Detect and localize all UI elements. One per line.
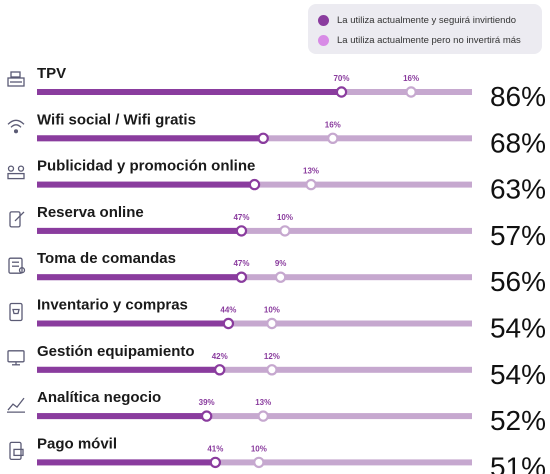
bar-track-toma-de-comandas <box>37 274 472 281</box>
value-label-no-mas-pago-movil: 10% <box>251 444 267 453</box>
mobile-payment-icon <box>9 441 24 461</box>
category-label-publicidad-y-promocion-online: Publicidad y promoción online <box>37 158 255 175</box>
category-label-toma-de-comandas: Toma de comandas <box>37 250 176 267</box>
value-label-seguira-toma-de-comandas: 47% <box>233 259 249 268</box>
category-label-reserva-online: Reserva online <box>37 204 144 221</box>
marker-total-analitica-negocio <box>257 410 269 422</box>
cash-register-icon <box>7 71 25 87</box>
value-label-no-mas-tpv: 16% <box>403 74 419 83</box>
value-label-no-mas-analitica-negocio: 13% <box>255 398 271 407</box>
total-label-toma-de-comandas: 56% <box>490 266 546 297</box>
marker-total-reserva-online <box>279 225 291 237</box>
marker-seguira-inventario-y-compras <box>222 317 235 330</box>
value-label-seguira-analitica-negocio: 39% <box>199 398 215 407</box>
bar-seguira-wifi-social-wifi-gratis <box>37 135 264 142</box>
total-label-inventario-y-compras: 54% <box>490 313 546 344</box>
megaphone-icon <box>7 165 25 180</box>
total-label-analitica-negocio: 52% <box>490 405 546 436</box>
marker-seguira-toma-de-comandas <box>235 271 248 283</box>
bar-seguira-analitica-negocio <box>37 413 207 420</box>
value-label-no-mas-inventario-y-compras: 10% <box>264 306 280 315</box>
total-label-wifi-social-wifi-gratis: 68% <box>490 127 546 158</box>
bar-track-inventario-y-compras <box>37 320 472 327</box>
bar-seguira-reserva-online <box>37 227 242 234</box>
value-label-no-mas-reserva-online: 10% <box>277 213 293 222</box>
marker-total-publicidad-y-promocion-online <box>305 178 317 191</box>
value-label-seguira-pago-movil: 41% <box>207 444 223 453</box>
value-label-no-mas-wifi-social-wifi-gratis: 16% <box>325 120 341 129</box>
bar-track-gestion-equipamiento <box>37 366 472 373</box>
value-label-no-mas-publicidad-y-promocion-online: 13% <box>303 167 319 176</box>
bar-track-analitica-negocio <box>37 413 472 420</box>
value-label-no-mas-gestion-equipamiento: 12% <box>264 352 280 361</box>
category-label-wifi-social-wifi-gratis: Wifi social / Wifi gratis <box>37 111 196 128</box>
marker-seguira-pago-movil <box>209 456 222 469</box>
legend: La utiliza actualmente y seguirá invirti… <box>308 4 542 54</box>
value-label-seguira-inventario-y-compras: 44% <box>220 306 236 315</box>
mobile-edit-icon <box>9 211 25 228</box>
value-label-no-mas-toma-de-comandas: 9% <box>275 259 287 268</box>
wifi-icon <box>7 119 25 134</box>
total-label-tpv: 86% <box>490 81 546 112</box>
bar-seguira-inventario-y-compras <box>37 320 229 327</box>
total-label-publicidad-y-promocion-online: 63% <box>490 174 546 205</box>
value-label-seguira-reserva-online: 47% <box>233 213 249 222</box>
category-label-analitica-negocio: Analítica negocio <box>37 389 161 406</box>
marker-total-pago-movil <box>253 456 265 469</box>
category-label-tpv: TPV <box>37 65 66 82</box>
legend-label-continue: La utiliza actualmente y seguirá invirti… <box>337 14 517 26</box>
marker-total-gestion-equipamiento <box>266 364 278 376</box>
marker-seguira-gestion-equipamiento <box>213 364 226 376</box>
total-label-gestion-equipamiento: 54% <box>490 359 546 390</box>
legend-label-not-more: La utiliza actualmente pero no invertirá… <box>337 34 521 46</box>
legend-dot-continue <box>318 14 329 26</box>
category-label-gestion-equipamiento: Gestión equipamiento <box>37 343 195 360</box>
marker-total-toma-de-comandas <box>274 271 287 283</box>
bar-seguira-gestion-equipamiento <box>37 366 220 373</box>
marker-seguira-wifi-social-wifi-gratis <box>257 132 269 144</box>
marker-seguira-tpv <box>335 86 348 98</box>
marker-total-tpv <box>405 86 417 98</box>
category-label-pago-movil: Pago móvil <box>37 435 117 452</box>
bar-seguira-pago-movil <box>37 459 216 466</box>
marker-seguira-publicidad-y-promocion-online <box>248 178 261 191</box>
marker-total-inventario-y-compras <box>266 317 278 330</box>
category-label-inventario-y-compras: Inventario y compras <box>37 297 188 314</box>
legend-dot-not-more <box>318 34 329 46</box>
marker-seguira-reserva-online <box>235 225 248 237</box>
analytics-chart-icon <box>7 397 25 413</box>
order-tablet-icon <box>8 257 26 274</box>
marker-total-wifi-social-wifi-gratis <box>327 132 339 144</box>
legend-item-not-more: La utiliza actualmente pero no invertirá… <box>318 30 542 50</box>
bar-seguira-publicidad-y-promocion-online <box>37 181 255 188</box>
total-label-reserva-online: 57% <box>490 220 546 251</box>
shopping-cart-mobile-icon <box>9 302 23 322</box>
bar-track-reserva-online <box>37 227 472 234</box>
bar-seguira-toma-de-comandas <box>37 274 242 281</box>
monitor-icon <box>7 350 25 366</box>
total-label-pago-movil: 51% <box>490 451 546 474</box>
bar-seguira-tpv <box>37 89 342 95</box>
marker-seguira-analitica-negocio <box>200 410 213 422</box>
value-label-seguira-gestion-equipamiento: 42% <box>212 352 228 361</box>
value-label-seguira-tpv: 70% <box>333 74 349 83</box>
legend-item-continue: La utiliza actualmente y seguirá invirti… <box>318 10 542 30</box>
